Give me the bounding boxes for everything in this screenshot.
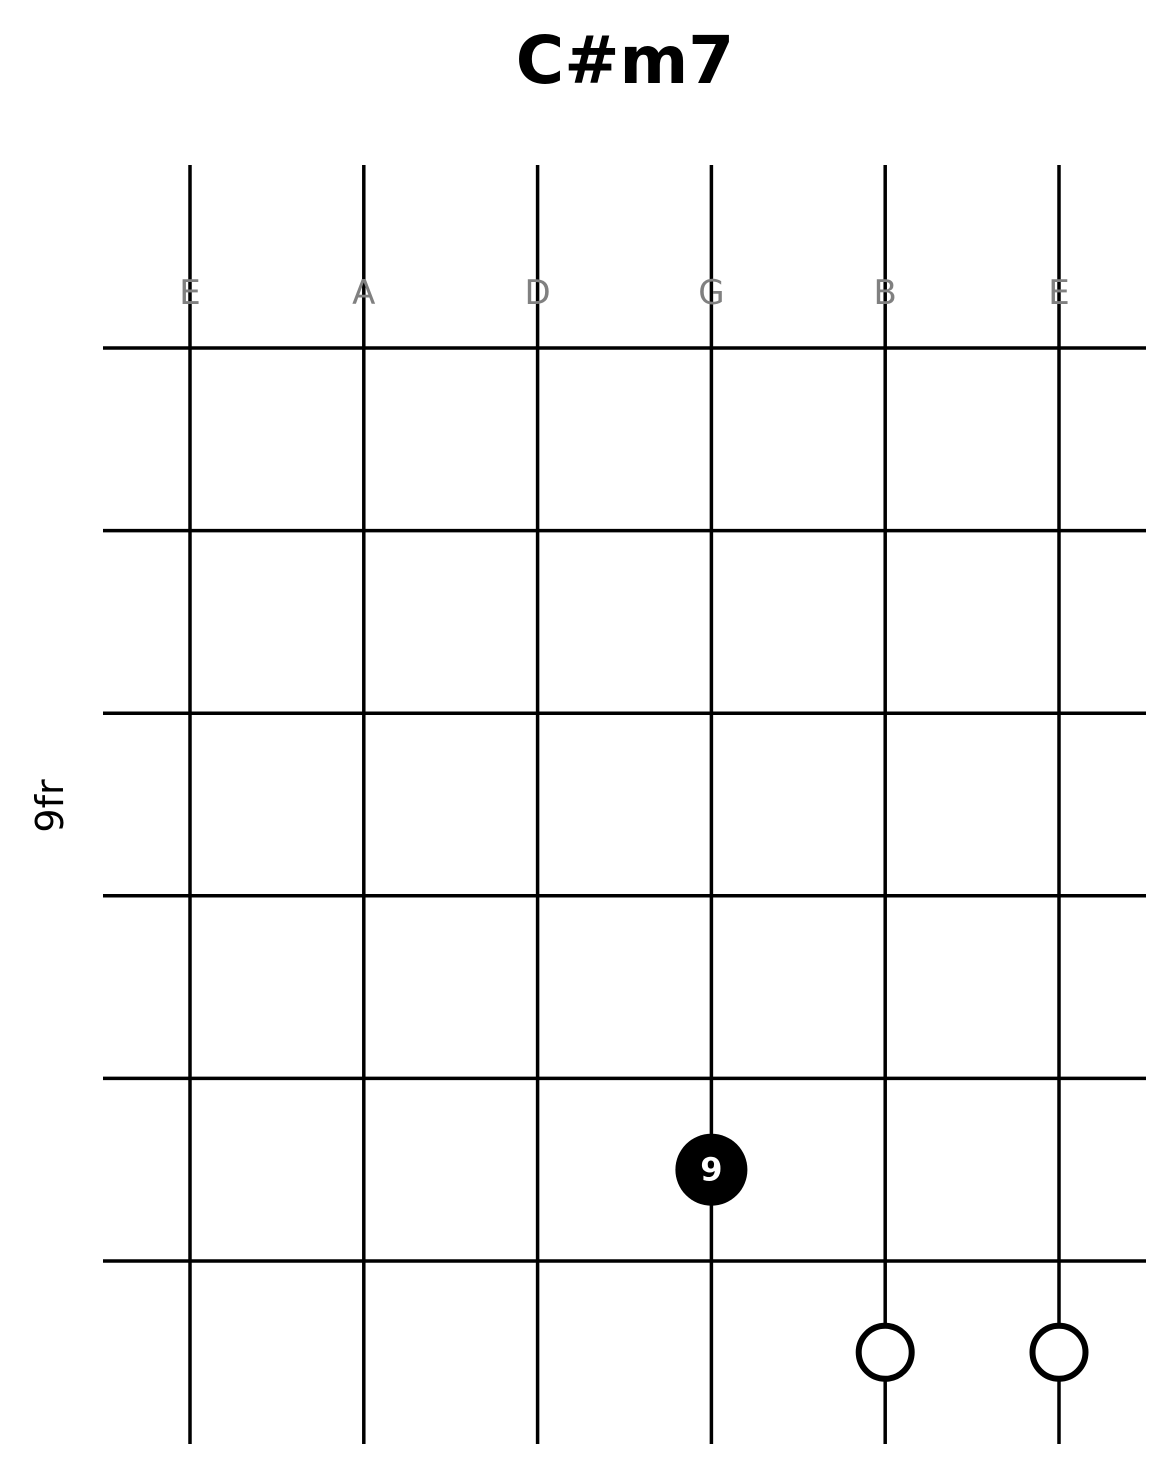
open-string-marker bbox=[855, 1322, 915, 1382]
string-label-e: E bbox=[1048, 273, 1069, 313]
string-label-b: B bbox=[874, 273, 897, 313]
string-label-e: E bbox=[179, 273, 200, 313]
fretted-note-dot bbox=[675, 1133, 748, 1206]
string-label-a: A bbox=[352, 273, 375, 313]
open-string-marker bbox=[1029, 1322, 1089, 1382]
chord-title: C#m7 bbox=[516, 22, 734, 99]
markers: 9 bbox=[675, 1133, 1089, 1382]
string-label-d: D bbox=[525, 273, 551, 313]
fret-position-label: 9fr bbox=[28, 779, 72, 833]
fretted-note-label: 9 bbox=[700, 1151, 722, 1189]
string-label-g: G bbox=[698, 273, 724, 313]
frets bbox=[103, 346, 1146, 1263]
strings bbox=[188, 165, 1061, 1444]
